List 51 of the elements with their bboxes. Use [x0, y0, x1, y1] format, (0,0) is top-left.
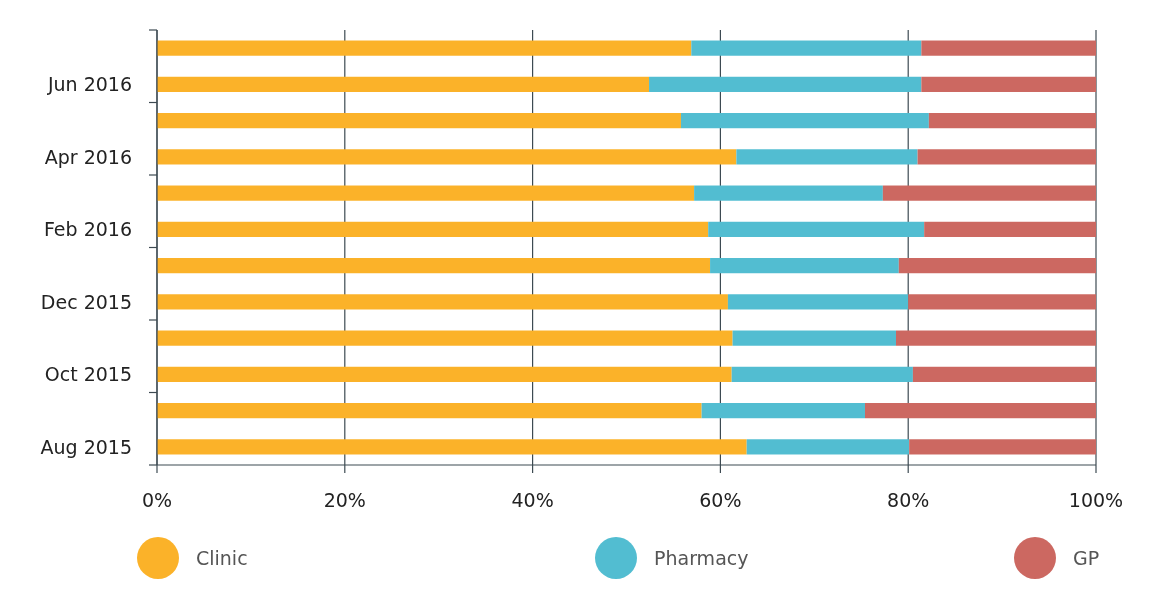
bar [731, 366, 913, 382]
y-tick-label: Jun 2016 [46, 73, 132, 96]
y-tick-label: Feb 2016 [43, 218, 132, 241]
bar [157, 403, 702, 419]
x-tick-label: 20% [323, 489, 366, 511]
bar [746, 439, 910, 455]
bar [924, 221, 1096, 237]
bar [701, 403, 866, 419]
bar [157, 294, 728, 310]
y-tick-label: Dec 2015 [40, 290, 132, 313]
bar [157, 113, 681, 129]
bar [928, 113, 1096, 129]
bar [680, 113, 929, 129]
bar [908, 294, 1096, 310]
bar [909, 439, 1096, 455]
bar [708, 221, 925, 237]
x-tick-label: 0% [141, 489, 173, 511]
bar [727, 294, 909, 310]
bar [917, 149, 1096, 165]
x-tick-label: 40% [511, 489, 554, 511]
y-tick-label: Oct 2015 [44, 363, 132, 386]
bar [895, 330, 1096, 346]
bar [157, 258, 711, 274]
bar [710, 258, 899, 274]
bar [882, 185, 1096, 201]
legend-label: Pharmacy [654, 547, 749, 569]
bar [157, 366, 732, 382]
bar [649, 76, 922, 92]
bar [157, 185, 695, 201]
bar [157, 221, 709, 237]
legend-label: Clinic [196, 547, 248, 569]
bar [157, 76, 650, 92]
y-tick-label: Aug 2015 [40, 435, 132, 458]
bar [912, 366, 1096, 382]
bar [921, 40, 1096, 56]
x-tick-label: 60% [699, 489, 742, 511]
y-tick-label: Apr 2016 [44, 145, 132, 168]
bar [157, 330, 733, 346]
bar [157, 439, 747, 455]
legend-label: GP [1073, 547, 1100, 569]
bar [157, 40, 692, 56]
bar [736, 149, 918, 165]
x-tick-label: 80% [887, 489, 930, 511]
bar [157, 149, 737, 165]
bar [694, 185, 883, 201]
x-tick-label: 100% [1068, 489, 1124, 511]
bar [691, 40, 922, 56]
bar [898, 258, 1096, 274]
bar [865, 403, 1096, 419]
bar [921, 76, 1096, 92]
bar [732, 330, 896, 346]
